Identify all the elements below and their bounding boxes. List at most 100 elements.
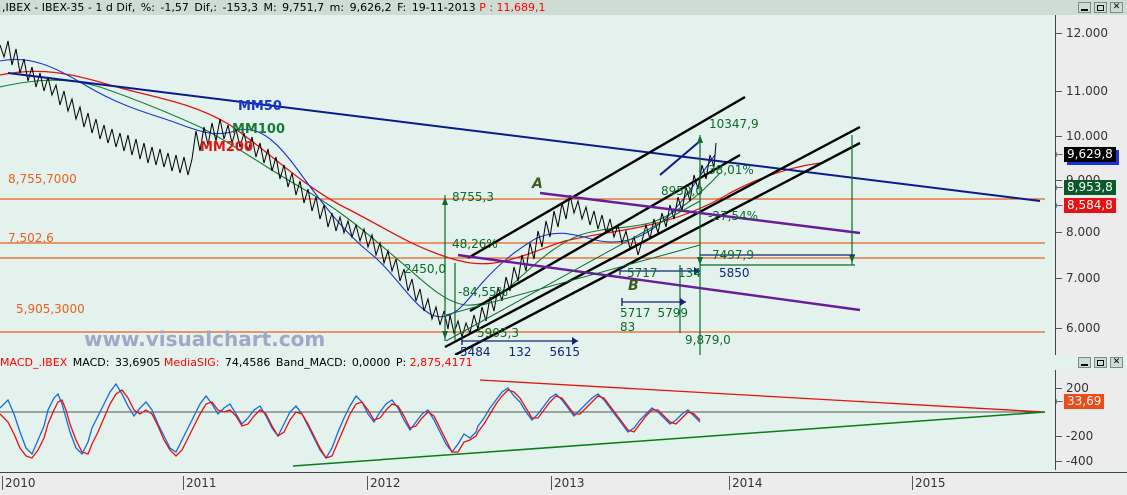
time-axis-label: 2013 — [551, 476, 585, 490]
macd-chart-graphics — [0, 379, 1045, 467]
price-axis-tick: 12.000 — [1056, 26, 1108, 40]
close-icon[interactable]: ✕ — [1110, 2, 1123, 13]
chart-annotation[interactable]: -27,54% — [708, 209, 759, 223]
chart-annotation[interactable]: 48,26% — [452, 237, 498, 251]
measurement-left-value: 5484 — [460, 345, 491, 359]
moving-average-label: MM200 — [200, 140, 254, 155]
macd-window-titlebar: MACD_.IBEX MACD: 33,6905 MediaSIG: 74,45… — [0, 355, 1127, 370]
macd-p-label: P: — [395, 356, 410, 369]
titlebar-symbol: ,IBEX - IBEX-35 - 1 d Dif, — [2, 1, 139, 14]
horizontal-line-price-label[interactable]: 5,905,3000 — [16, 302, 85, 316]
measurement-arrow-icon — [621, 298, 686, 306]
price-window-titlebar: ,IBEX - IBEX-35 - 1 d Dif, %: -1,57 Dif,… — [0, 0, 1127, 15]
chart-annotation[interactable]: -84,55% — [458, 285, 509, 299]
measure-low[interactable]: 5484 132 5615 — [460, 337, 580, 359]
chart-annotation[interactable]: 7497,9 — [712, 248, 754, 262]
titlebar-max-label: M: — [263, 1, 281, 14]
price-chart-graphics — [0, 40, 1045, 355]
price-axis-tick-label: 12.000 — [1066, 26, 1108, 40]
elliott-wave-label: B — [628, 278, 639, 294]
horizontal-line-price-label[interactable]: 7,502,6 — [8, 231, 54, 245]
price-axis-value-tag[interactable]: 9,629,8 — [1064, 147, 1116, 162]
price-value-axis[interactable]: 12.00011.00010.0009.0008.0007.0006.000←9… — [1055, 15, 1127, 355]
macd-maximize-icon[interactable] — [1094, 357, 1107, 368]
price-axis-tick: 6.000 — [1056, 321, 1100, 335]
macd-axis-tick-label: -200 — [1066, 429, 1094, 443]
titlebar-dif-value: -153,3 — [222, 1, 262, 14]
band-macd-value: 0,0000 — [351, 356, 394, 369]
titlebar-pct-value: -1,57 — [160, 1, 193, 14]
macd-minimize-icon[interactable] — [1078, 357, 1091, 368]
minimize-icon[interactable] — [1078, 2, 1091, 13]
price-axis-tick-label: 8.000 — [1066, 225, 1101, 239]
macd-close-icon[interactable]: ✕ — [1110, 357, 1123, 368]
price-tag-arrow-icon: ← — [1056, 181, 1063, 194]
titlebar-min-value: 9,626,2 — [349, 1, 396, 14]
chart-annotation[interactable]: 10347,9 — [709, 117, 759, 131]
chart-annotation[interactable]: 2450,0 — [404, 262, 446, 276]
chart-annotation[interactable]: 8755,3 — [452, 190, 494, 204]
chart-annotation[interactable]: 38,01% — [708, 163, 754, 177]
measurement-arrow-icon — [461, 337, 578, 345]
price-axis-tick: 10.000 — [1056, 129, 1108, 143]
titlebar-date-value: 19-11-2013 — [411, 1, 480, 14]
chart-annotation[interactable]: 5905,3 — [477, 326, 519, 340]
chart-annotation[interactable]: 8950,0 — [661, 184, 703, 198]
price-chart-panel[interactable] — [0, 15, 1045, 355]
titlebar-dif-label: Dif,: — [194, 1, 221, 14]
macd-axis-tick: -400 — [1056, 454, 1093, 468]
measurement-left-value: 5717 83 — [620, 306, 651, 334]
price-window-controls: ✕ — [1078, 2, 1123, 13]
price-axis-tick-label: 10.000 — [1066, 129, 1108, 143]
macd-indicator-panel[interactable] — [0, 370, 1045, 470]
time-axis-label: 2010 — [2, 476, 36, 490]
titlebar-min-label: m: — [329, 1, 348, 14]
elliott-wave-label: A — [532, 176, 543, 192]
mediasig-label: MediaSIG: — [163, 356, 223, 369]
horizontal-line-price-label[interactable]: 8,755,7000 — [8, 172, 77, 186]
maximize-icon[interactable] — [1094, 2, 1107, 13]
macd-axis-tick-label: 200 — [1066, 381, 1089, 395]
macd-value: 33,6905 — [114, 356, 164, 369]
mediasig-value: 74,4586 — [224, 356, 274, 369]
price-axis-tick-label: 7.000 — [1066, 271, 1101, 285]
macd-tag-arrow-icon: ← — [1056, 395, 1063, 408]
price-axis-tick-label: 11.000 — [1066, 84, 1108, 98]
price-axis-tick-label: 6.000 — [1066, 321, 1101, 335]
chart-annotation[interactable]: 134 — [678, 266, 701, 280]
moving-average-label: MM100 — [232, 122, 286, 137]
moving-average-label: MM50 — [238, 99, 282, 114]
price-tag-arrow-icon: ← — [1056, 148, 1063, 161]
macd-label: MACD: — [72, 356, 113, 369]
price-axis-tick: 8.000 — [1056, 225, 1100, 239]
macd-axis-tick: -200 — [1056, 429, 1093, 443]
price-axis-value-tag[interactable]: 8,584,8 — [1064, 198, 1116, 213]
macd-axis-value-tag[interactable]: 33,69 — [1064, 394, 1105, 409]
chart-annotation[interactable]: 5850 — [719, 266, 750, 280]
macd-p-value: 2,875,4171 — [409, 356, 473, 369]
titlebar-date-label: F: — [397, 1, 410, 14]
price-tag-arrow-icon: ← — [1056, 199, 1063, 212]
titlebar-p-label: P : — [479, 1, 497, 14]
time-axis-label: 2012 — [367, 476, 401, 490]
macd-title-name: MACD_.IBEX — [0, 356, 71, 369]
measure-b[interactable]: 5717 83 5799 — [620, 298, 688, 334]
time-axis-label: 2014 — [729, 476, 763, 490]
measurement-mid-value: 132 — [508, 345, 532, 359]
price-axis-tick: 7.000 — [1056, 271, 1100, 285]
chart-annotation[interactable]: 5717 — [627, 266, 658, 280]
price-axis-value-tag[interactable]: 8,953,8 — [1064, 180, 1116, 195]
measurement-right-value: 5615 — [549, 345, 580, 359]
measurement-right-value: 5799 — [657, 306, 688, 320]
band-macd-label: Band_MACD: — [275, 356, 350, 369]
chart-annotation[interactable]: 9,879,0 — [685, 333, 731, 347]
time-axis[interactable]: 2010 2011 2012 2013 2014 2015 — [0, 472, 1127, 495]
time-axis-label: 2011 — [183, 476, 217, 490]
macd-value-axis[interactable]: 200 -200 -400 ←33,69 — [1055, 370, 1127, 470]
visualchart-watermark: www.visualchart.com — [84, 327, 326, 351]
time-axis-label: 2015 — [912, 476, 946, 490]
titlebar-pct-label: %: — [140, 1, 159, 14]
macd-window-controls: ✕ — [1078, 357, 1123, 368]
macd-axis-tick: 200 — [1056, 381, 1089, 395]
